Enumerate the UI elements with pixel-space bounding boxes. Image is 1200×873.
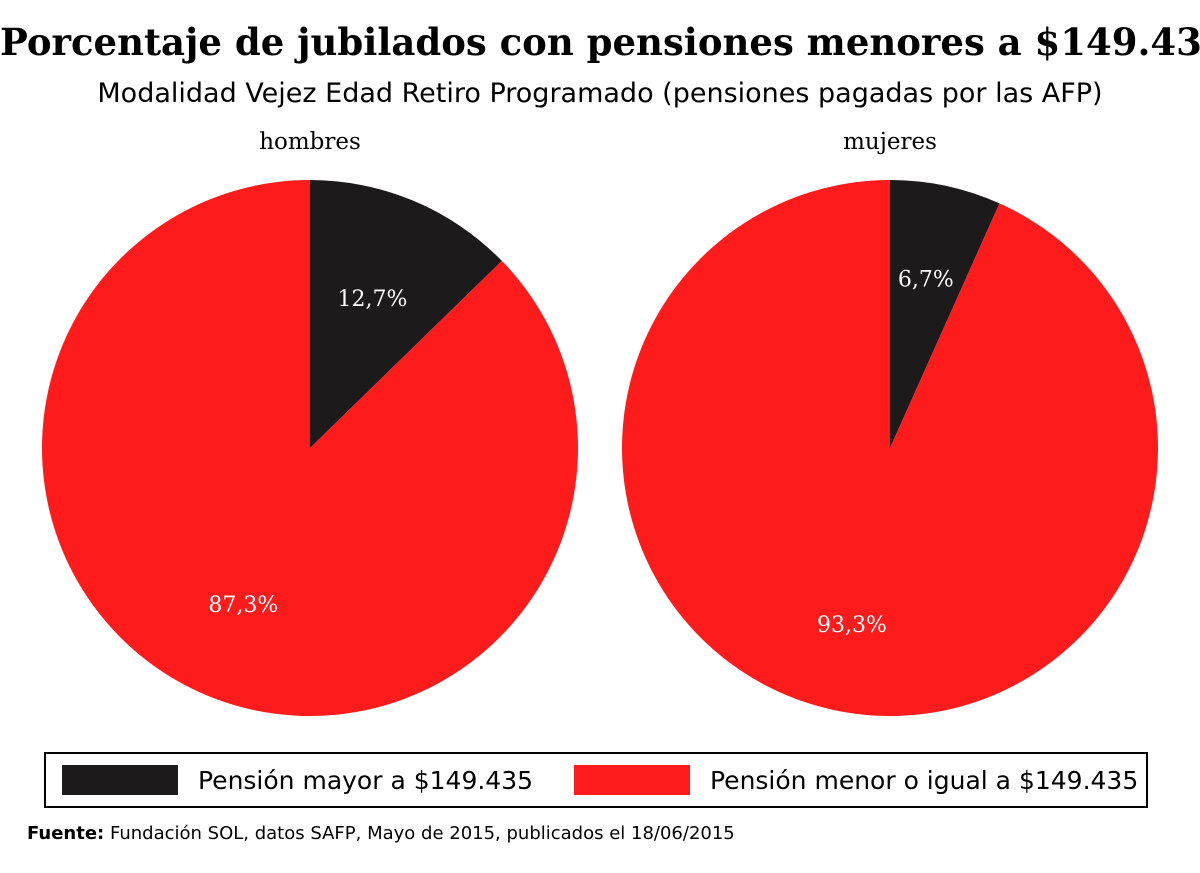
pie-slice-label-mujeres-1: 93,3% [817, 613, 887, 638]
legend-label-mayor: Pensión mayor a $149.435 [198, 765, 534, 795]
pie-slice-hombres-1 [42, 180, 579, 716]
chart-title: Porcentaje de jubilados con pensiones me… [0, 20, 1200, 64]
legend-label-menor: Pensión menor o igual a $149.435 [710, 765, 1139, 795]
chart-subtitle: Modalidad Vejez Edad Retiro Programado (… [97, 78, 1103, 109]
source-label: Fuente: [27, 823, 105, 844]
pie-label-mujeres: mujeres [843, 129, 937, 155]
pie-slice-hombres-0 [310, 180, 502, 448]
legend-swatch-mayor [62, 765, 178, 795]
pie-charts: 12,7% 87,3% 6,7% 93,3% [42, 180, 1158, 716]
pie-slice-label-hombres-1: 87,3% [208, 593, 278, 618]
pie-slice-mujeres-0 [890, 180, 1000, 448]
source-text: Fundación SOL, datos SAFP, Mayo de 2015,… [104, 823, 735, 844]
source-footer: Fuente: Fundación SOL, datos SAFP, Mayo … [27, 822, 735, 846]
legend-item-mayor: Pensión mayor a $149.435 [62, 754, 533, 806]
legend-swatch-menor [574, 765, 690, 795]
legend-item-menor: Pensión menor o igual a $149.435 [574, 754, 1138, 806]
pie-slice-label-mujeres-0: 6,7% [898, 267, 954, 292]
pie-label-hombres: hombres [259, 129, 361, 155]
pie-slice-mujeres-1 [621, 180, 1158, 716]
legend: Pensión mayor a $149.435 Pensión menor o… [44, 752, 1148, 808]
pie-slice-label-hombres-0: 12,7% [338, 287, 408, 312]
